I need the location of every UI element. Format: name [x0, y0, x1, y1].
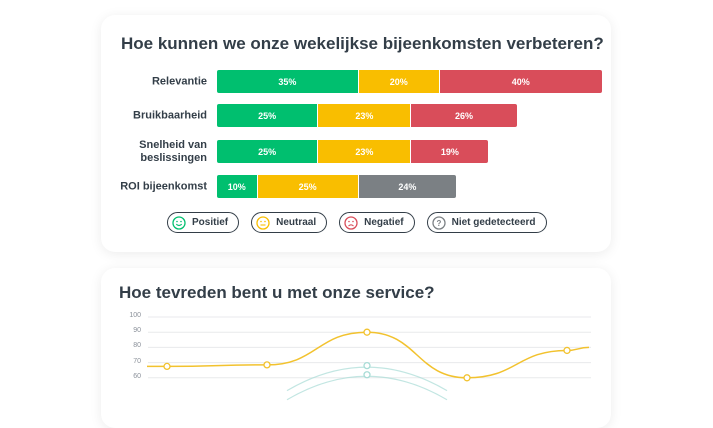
data-point[interactable] — [363, 371, 371, 379]
data-point[interactable] — [363, 361, 371, 370]
chart-title: Hoe tevreden bent u met onze service? — [119, 283, 435, 302]
bar-row: ROI bijeenkomst 10% 25% 24% — [101, 175, 611, 198]
legend-label: Positief — [192, 217, 229, 228]
row-label: ROI bijeenkomst — [120, 180, 207, 192]
bar-segment-positief[interactable]: 25% — [217, 140, 319, 163]
stacked-bar: 10% 25% 24% — [217, 175, 456, 198]
frown-icon — [344, 215, 358, 230]
neutral-face-icon — [256, 215, 270, 230]
smile-icon — [172, 215, 186, 230]
bar-segment-neutraal[interactable]: 23% — [318, 140, 412, 163]
bar-segment-positief[interactable]: 35% — [217, 70, 359, 93]
bar-segment-neutraal[interactable]: 20% — [358, 70, 440, 93]
series-line — [286, 375, 448, 401]
stacked-bar: 25% 23% 26% — [217, 104, 517, 127]
y-tick-label: 60 — [133, 372, 141, 380]
data-point[interactable] — [463, 374, 471, 382]
line-chart — [147, 316, 591, 401]
legend-label: Negatief — [364, 217, 404, 228]
bar-row: Relevantie 35% 20% 40% — [101, 70, 611, 93]
y-tick-label: 70 — [133, 357, 141, 365]
data-point[interactable] — [563, 346, 571, 355]
bar-segment-positief[interactable]: 10% — [217, 175, 258, 198]
bar-row: Bruikbaarheid 25% 23% 26% — [101, 104, 611, 127]
bar-segment-neutraal[interactable]: 25% — [257, 175, 359, 198]
y-tick-label: 100 — [129, 312, 141, 319]
bar-row: Snelheid van beslissingen 25% 23% 19% — [101, 138, 611, 164]
series-line — [286, 366, 448, 392]
question-icon: ? — [431, 215, 446, 230]
data-point[interactable] — [163, 362, 171, 371]
data-point[interactable] — [363, 328, 371, 336]
bar-segment-negatief[interactable]: 40% — [439, 70, 602, 93]
stacked-bar: 25% 23% 19% — [217, 140, 489, 163]
data-point[interactable] — [263, 361, 271, 369]
svg-text:?: ? — [436, 219, 441, 228]
bar-segment-niet[interactable]: 24% — [358, 175, 456, 198]
chart-title: Hoe kunnen we onze wekelijkse bijeenkoms… — [121, 34, 604, 53]
row-label: Relevantie — [151, 75, 207, 87]
bar-segment-negatief[interactable]: 26% — [411, 104, 517, 127]
sentiment-card: Hoe kunnen we onze wekelijkse bijeenkoms… — [101, 15, 611, 252]
legend-label: Niet gedetecteerd — [451, 217, 536, 228]
bar-segment-negatief[interactable]: 19% — [411, 140, 489, 163]
legend-label: Neutraal — [276, 217, 317, 228]
satisfaction-card: Hoe tevreden bent u met onze service? 10… — [101, 268, 611, 428]
row-label: Bruikbaarheid — [133, 109, 207, 121]
legend: Positief Neutraal Negatief? Niet gedetectee… — [167, 212, 547, 233]
bar-segment-positief[interactable]: 25% — [217, 104, 319, 127]
legend-positief[interactable]: Positief — [167, 212, 240, 233]
legend-negatief[interactable]: Negatief — [339, 212, 415, 233]
row-label: Snelheid van beslissingen — [139, 138, 207, 164]
legend-neutraal[interactable]: Neutraal — [251, 212, 328, 233]
stacked-bar: 35% 20% 40% — [217, 70, 602, 93]
bar-segment-neutraal[interactable]: 23% — [318, 104, 412, 127]
y-tick-label: 80 — [133, 342, 141, 350]
legend-niet[interactable]: ? Niet gedetecteerd — [426, 212, 547, 233]
series-line — [147, 331, 590, 379]
y-tick-label: 90 — [133, 327, 141, 335]
